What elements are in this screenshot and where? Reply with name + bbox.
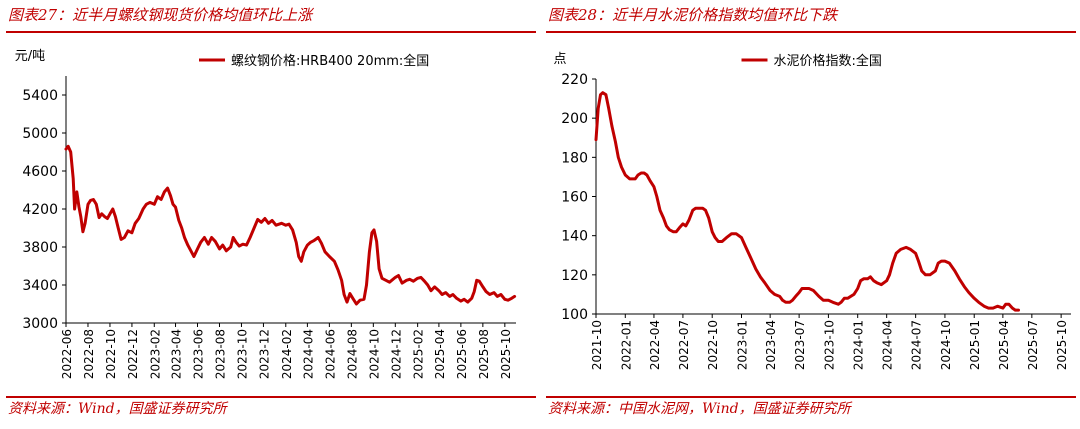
- title-rule: [6, 31, 536, 33]
- x-tick-label: 2025-10: [499, 329, 513, 379]
- y-tick-label: 5400: [22, 88, 58, 104]
- y-axis-label: 点: [553, 52, 566, 67]
- y-tick-label: 3000: [22, 316, 58, 332]
- x-tick-label: 2021-10: [590, 320, 604, 370]
- y-tick-label: 100: [561, 307, 588, 323]
- chart-panel-rebar: 图表27：近半月螺纹钢现货价格均值环比上涨 3000 3400 3800 4200 46…: [6, 0, 536, 429]
- source-note: 资料来源：Wind，国盛证券研究所: [8, 401, 227, 417]
- x-tick-label: 2024-07: [910, 320, 924, 370]
- rebar-price-chart: 3000 3400 3800 4200 4600 5000 5400 元/吨 2022-06 20…: [15, 49, 517, 379]
- x-tick-label: 2024-01: [852, 320, 866, 370]
- title-rule: [546, 31, 1076, 33]
- x-tick-label: 2022-12: [126, 329, 140, 379]
- y-tick-label: 220: [561, 72, 588, 88]
- x-tick-label: 2023-01: [735, 320, 749, 370]
- x-tick-label: 2022-07: [677, 320, 691, 370]
- x-tick-label: 2023-06: [192, 329, 206, 379]
- y-tick-label: 180: [561, 150, 588, 166]
- x-tick-label: 2024-04: [881, 320, 895, 370]
- chart-panel-cement: 图表28：近半月水泥价格指数均值环比下跌 100 120 140 160 180 200 2…: [546, 0, 1076, 429]
- y-tick-label: 120: [561, 268, 588, 284]
- y-tick-label: 160: [561, 190, 588, 206]
- x-tick-label: 2024-04: [301, 329, 315, 379]
- x-tick-label: 2024-06: [323, 329, 337, 379]
- x-tick-label: 2024-08: [345, 329, 359, 379]
- x-tick-label: 2022-08: [82, 329, 96, 379]
- x-tick-label: 2023-10: [822, 320, 836, 370]
- x-tick-label: 2025-04: [433, 329, 447, 379]
- y-axis-label: 元/吨: [15, 49, 45, 64]
- y-tick-label: 4600: [22, 164, 58, 180]
- x-tick-label: 2025-07: [1026, 320, 1040, 370]
- x-tick-label: 2023-07: [793, 320, 807, 370]
- x-tick-label: 2022-06: [60, 329, 74, 379]
- x-tick-label: 2025-02: [412, 329, 426, 379]
- x-tick-label: 2025-10: [1055, 320, 1069, 370]
- x-tick-label: 2024-10: [367, 329, 381, 379]
- cement-index-chart: 100 120 140 160 180 200 220 点 2021-10 2022-01 2022…: [553, 52, 1071, 370]
- x-tick-label: 2025-08: [477, 329, 491, 379]
- x-tick-label: 2024-10: [939, 320, 953, 370]
- x-tick-label: 2025-01: [968, 320, 982, 370]
- x-tick-label: 2023-12: [257, 329, 271, 379]
- x-tick-label: 2025-06: [455, 329, 469, 379]
- series-line: [594, 91, 1020, 312]
- y-tick-label: 200: [561, 111, 588, 127]
- x-tick-label: 2023-04: [764, 320, 778, 370]
- y-tick-label: 140: [561, 229, 588, 245]
- chart-title: 图表28：近半月水泥价格指数均值环比下跌: [548, 6, 838, 24]
- legend-label: 螺纹钢价格:HRB400 20mm:全国: [231, 53, 429, 69]
- source-note: 资料来源：中国水泥网，Wind，国盛证券研究所: [548, 401, 851, 417]
- y-tick-label: 3800: [22, 240, 58, 256]
- x-tick-label: 2023-10: [235, 329, 249, 379]
- x-tick-label: 2024-12: [389, 329, 403, 379]
- source-rule: [6, 396, 536, 398]
- x-tick-label: 2022-10: [104, 329, 118, 379]
- x-tick-label: 2023-04: [170, 329, 184, 379]
- series-line: [64, 144, 517, 306]
- x-tick-label: 2025-04: [997, 320, 1011, 370]
- x-tick-label: 2023-08: [213, 329, 227, 379]
- x-tick-label: 2023-02: [148, 329, 162, 379]
- legend-label: 水泥价格指数:全国: [774, 53, 882, 69]
- x-tick-label: 2022-04: [648, 320, 662, 370]
- x-tick-label: 2024-02: [280, 329, 294, 379]
- y-tick-label: 3400: [22, 278, 58, 294]
- x-tick-label: 2022-10: [706, 320, 720, 370]
- chart-title: 图表27：近半月螺纹钢现货价格均值环比上涨: [8, 6, 313, 24]
- source-rule: [546, 396, 1076, 398]
- x-tick-label: 2022-01: [619, 320, 633, 370]
- y-tick-label: 4200: [22, 202, 58, 218]
- y-tick-label: 5000: [22, 126, 58, 142]
